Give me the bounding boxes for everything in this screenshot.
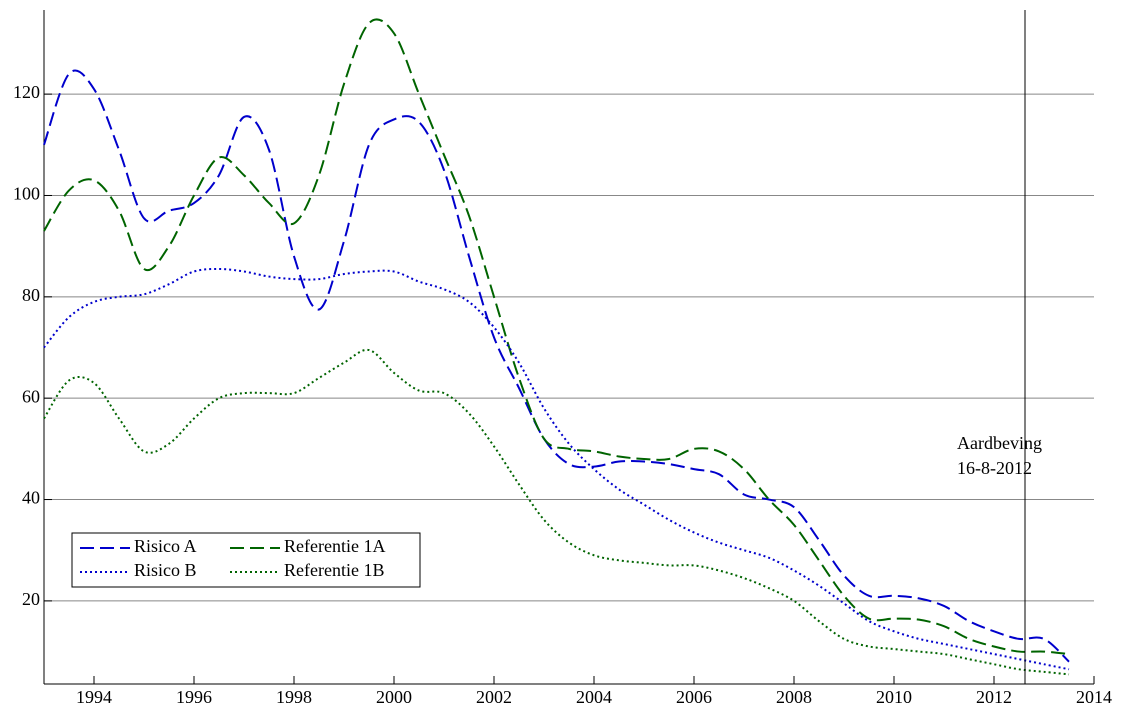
legend-label: Risico B: [134, 560, 197, 580]
x-tick-label: 2012: [976, 687, 1012, 707]
y-tick-label: 60: [22, 386, 40, 406]
legend-label: Referentie 1B: [284, 560, 384, 580]
y-tick-label: 20: [22, 589, 40, 609]
y-tick-label: 40: [22, 488, 40, 508]
y-tick-label: 80: [22, 285, 40, 305]
x-tick-label: 2010: [876, 687, 912, 707]
x-tick-label: 2006: [676, 687, 712, 707]
legend-box: [71, 532, 421, 588]
series-line: [43, 348, 1070, 676]
y-tick-label: 100: [13, 184, 40, 204]
x-tick-label: 2000: [376, 687, 412, 707]
x-tick-label: 1996: [176, 687, 212, 707]
x-tick-label: 2008: [776, 687, 812, 707]
y-tick-label: 120: [13, 82, 40, 102]
event-label: 16-8-2012: [957, 458, 1032, 478]
legend-label: Referentie 1A: [284, 536, 385, 556]
x-tick-label: 2014: [1076, 687, 1112, 707]
x-tick-label: 1994: [76, 687, 112, 707]
x-tick-label: 1998: [276, 687, 312, 707]
event-label: Aardbeving: [957, 433, 1042, 453]
legend-label: Risico A: [134, 536, 197, 556]
x-tick-label: 2002: [476, 687, 512, 707]
series-line: [43, 18, 1070, 656]
x-tick-label: 2004: [576, 687, 612, 707]
series-line: [43, 267, 1070, 671]
